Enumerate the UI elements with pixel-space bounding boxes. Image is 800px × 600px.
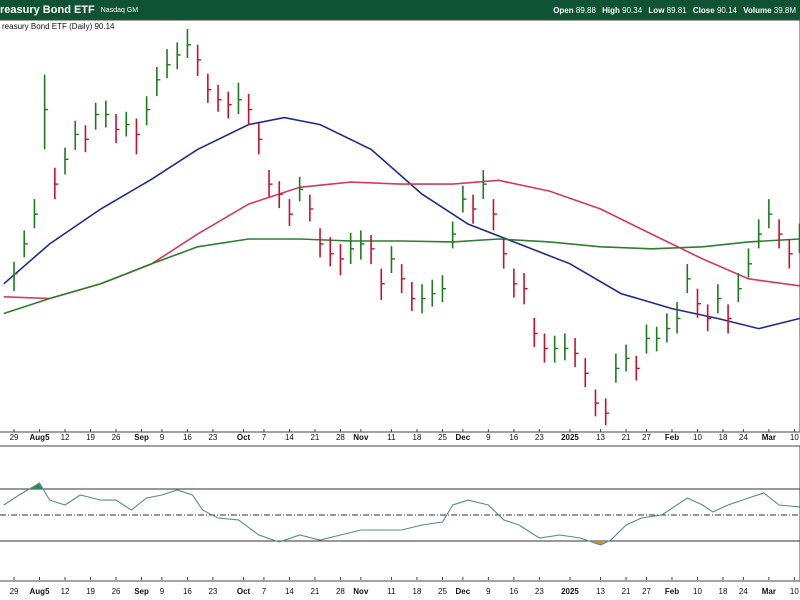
x-tick-label: 18	[719, 433, 728, 442]
chart-subtitle: reasury Bond ETF (Daily) 90.14	[2, 22, 115, 31]
x-tick-label: Sep	[134, 587, 149, 596]
x-tick-label: 23	[208, 433, 217, 442]
x-tick-label: Aug5	[30, 433, 51, 442]
x-tick-label: 18	[413, 433, 422, 442]
x-tick-label: 13	[596, 433, 605, 442]
x-tick-label: 28	[336, 587, 345, 596]
quote-value: 39.8M	[773, 5, 796, 15]
x-tick-label: 19	[86, 587, 95, 596]
quote-label: Open	[553, 5, 574, 15]
x-tick-label: 9	[160, 587, 165, 596]
quote-label: Low	[648, 5, 665, 15]
x-tick-label: 24	[739, 587, 748, 596]
x-tick-label: 11	[387, 587, 396, 596]
x-tick-label: 9	[160, 433, 165, 442]
x-tick-label: 7	[262, 433, 267, 442]
quote-label: Volume	[743, 5, 772, 15]
moving-average	[3, 116, 800, 330]
x-tick-label: Feb	[665, 433, 679, 442]
x-tick-label: 27	[642, 587, 651, 596]
x-tick-label: 19	[86, 433, 95, 442]
x-tick-label: Sep	[134, 433, 149, 442]
x-tick-label: 23	[208, 587, 217, 596]
overbought-fill	[3, 483, 800, 489]
x-tick-label: 7	[262, 587, 267, 596]
quote-label: High	[602, 5, 620, 15]
moving-average	[3, 238, 800, 315]
x-tick-label: Dec	[456, 587, 471, 596]
x-tick-label: 29	[10, 587, 19, 596]
x-tick-label: 16	[509, 587, 518, 596]
x-tick-label: 26	[112, 587, 121, 596]
x-tick-label: 14	[285, 587, 294, 596]
x-tick-label: 23	[535, 587, 544, 596]
quote-value: 90.14	[716, 5, 737, 15]
quote: Open 89.88 High 90.34 Low 89.81 Close 90…	[549, 6, 796, 15]
x-tick-label: 10	[693, 433, 702, 442]
x-tick-label: Dec	[456, 433, 471, 442]
x-tick-label: Oct	[237, 587, 251, 596]
x-tick-label: 25	[438, 587, 447, 596]
x-tick-label: Aug5	[30, 587, 51, 596]
x-tick-label: 10	[693, 587, 702, 596]
x-tick-label: 9	[486, 433, 491, 442]
x-tick-label: Feb	[665, 587, 679, 596]
header-title: reasury Bond ETF	[0, 4, 95, 16]
x-tick-label: 26	[112, 433, 121, 442]
indicator-frame	[0, 445, 800, 582]
x-tick-label: 23	[535, 433, 544, 442]
x-tick-label: 28	[336, 433, 345, 442]
x-tick-label: 29	[10, 433, 19, 442]
x-tick-label: 27	[642, 433, 651, 442]
x-tick-label: 21	[622, 433, 631, 442]
x-tick-label: 16	[183, 433, 192, 442]
x-tick-label: Mar	[762, 433, 776, 442]
x-tick-label: 9	[486, 587, 491, 596]
x-tick-label: 12	[61, 433, 70, 442]
x-tick-label: 13	[596, 587, 605, 596]
x-tick-label: 24	[739, 433, 748, 442]
x-tick-label: Nov	[353, 433, 369, 442]
x-tick-label: 10	[790, 587, 799, 596]
quote-value: 90.34	[622, 5, 643, 15]
header-bar: reasury Bond ETF Nasdaq GM Open 89.88 Hi…	[0, 0, 800, 20]
x-tick-label: 12	[61, 587, 70, 596]
x-tick-label: 18	[719, 587, 728, 596]
oversold-fill	[3, 541, 800, 545]
x-tick-label: Mar	[762, 587, 776, 596]
x-tick-label: Nov	[353, 587, 369, 596]
x-tick-label: 25	[438, 433, 447, 442]
price-frame	[0, 19, 800, 433]
x-tick-label: 2025	[561, 587, 579, 596]
x-tick-label: 14	[285, 433, 294, 442]
x-tick-label: 16	[183, 587, 192, 596]
indicator-line	[3, 482, 800, 546]
x-tick-label: 18	[413, 587, 422, 596]
quote-value: 89.81	[666, 5, 687, 15]
quote-value: 89.88	[575, 5, 596, 15]
exchange: Nasdaq GM	[100, 6, 139, 14]
x-tick-label: 16	[509, 433, 518, 442]
x-tick-label: 21	[310, 433, 319, 442]
quote-label: Close	[692, 5, 715, 15]
x-tick-label: 2025	[561, 433, 579, 442]
x-tick-label: 21	[310, 587, 319, 596]
x-tick-label: 11	[387, 433, 396, 442]
x-tick-label: 10	[790, 433, 799, 442]
x-tick-label: 21	[622, 587, 631, 596]
x-tick-label: Oct	[237, 433, 251, 442]
